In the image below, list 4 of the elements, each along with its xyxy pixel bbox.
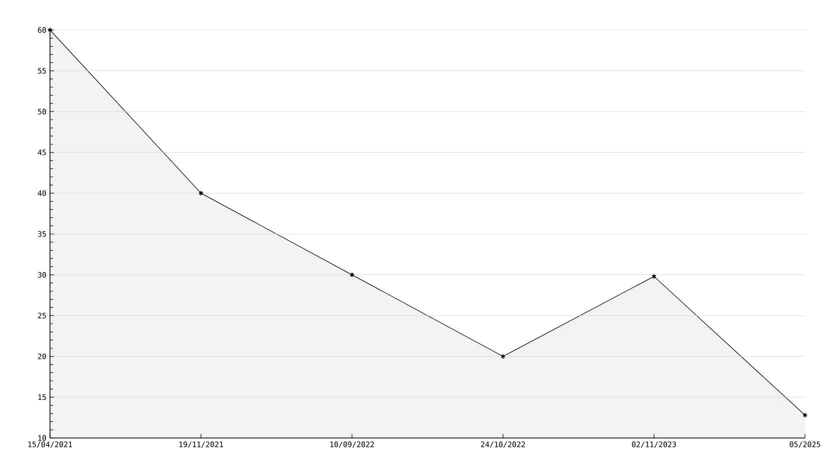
point [350, 272, 354, 278]
point [198, 190, 204, 196]
point [500, 354, 506, 360]
point [652, 274, 656, 280]
